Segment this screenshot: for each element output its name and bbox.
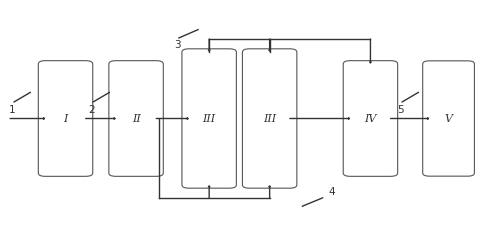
Text: 3: 3 (174, 40, 181, 50)
Text: III: III (263, 114, 276, 123)
FancyBboxPatch shape (242, 49, 297, 188)
FancyBboxPatch shape (182, 49, 236, 188)
Text: 5: 5 (397, 105, 404, 115)
Text: 4: 4 (329, 187, 335, 197)
Text: I: I (64, 114, 68, 123)
Text: II: II (132, 114, 141, 123)
FancyBboxPatch shape (109, 61, 163, 176)
FancyBboxPatch shape (423, 61, 474, 176)
FancyBboxPatch shape (343, 61, 398, 176)
Text: 2: 2 (88, 105, 95, 115)
FancyBboxPatch shape (38, 61, 93, 176)
Text: III: III (203, 114, 216, 123)
Text: V: V (445, 114, 453, 123)
Text: IV: IV (364, 114, 376, 123)
Text: 1: 1 (9, 105, 16, 115)
